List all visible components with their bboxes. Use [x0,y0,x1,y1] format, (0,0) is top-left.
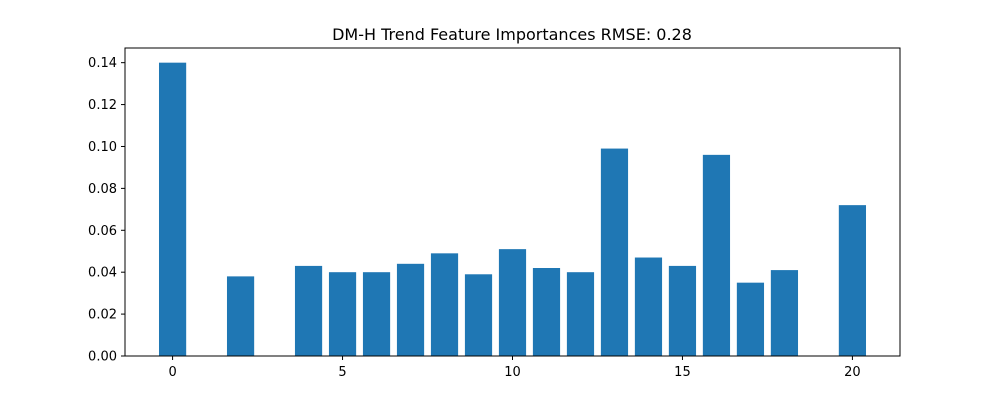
bar-18 [770,270,799,356]
bar-2 [226,276,255,356]
bar-8 [430,253,459,356]
bar-12 [566,272,595,356]
x-tick-label: 20 [844,365,861,380]
bar-13 [600,148,629,356]
y-tick-label: 0.14 [88,56,117,71]
y-tick-label: 0.04 [88,266,117,281]
bar-0 [158,62,187,357]
bar-20 [838,205,867,356]
y-axis-ticks: 0.00 0.02 0.04 0.06 0.08 0.10 0.12 0.14 [88,56,125,365]
bar-6 [362,272,391,356]
y-tick-label: 0.06 [88,224,117,239]
bar-4 [294,265,323,356]
bar-5 [328,272,357,356]
x-axis-ticks: 0 5 10 15 20 [168,356,861,380]
x-tick-label: 15 [674,365,691,380]
plot-frame [124,47,901,357]
bar-16 [702,154,731,356]
y-tick-label: 0.08 [88,182,117,197]
bar-10 [498,249,527,356]
y-tick-label: 0.12 [88,98,117,113]
bar-17 [736,282,765,356]
x-tick-label: 5 [338,365,346,380]
y-tick-label: 0.00 [88,350,117,365]
bar-15 [668,265,697,356]
x-tick-label: 10 [504,365,521,380]
bar-11 [532,268,561,356]
bar-7 [396,263,425,356]
y-tick-label: 0.10 [88,140,117,155]
bars-group [158,62,867,357]
y-tick-label: 0.02 [88,308,117,323]
bar-9 [464,274,493,356]
x-tick-label: 0 [168,365,176,380]
bar-14 [634,257,663,356]
chart-title: DM-H Trend Feature Importances RMSE: 0.2… [332,25,692,44]
